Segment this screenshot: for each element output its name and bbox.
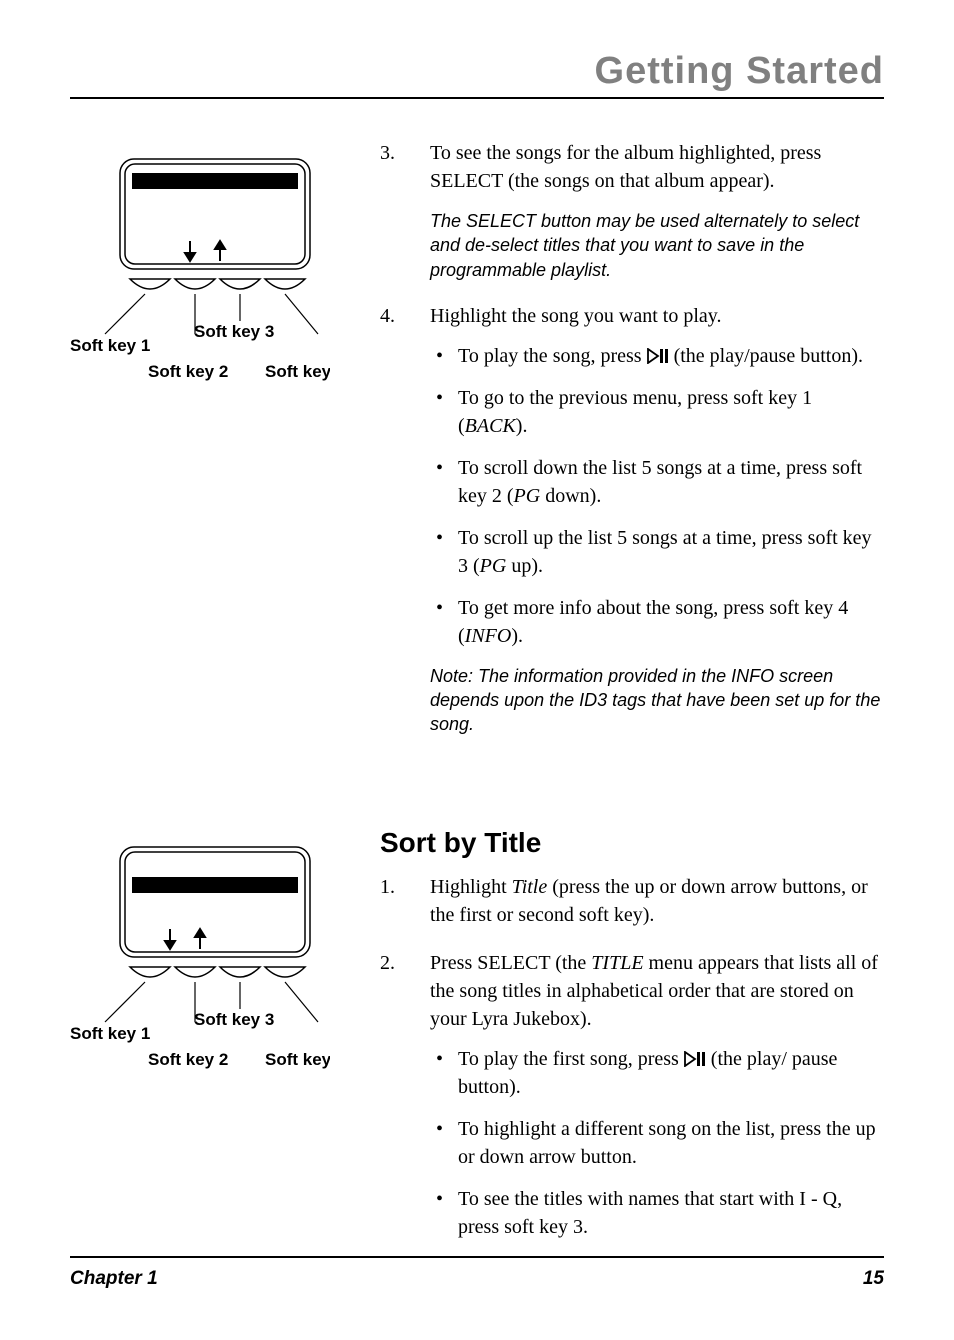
bullet-a1: To play the song, press (the play/pause … <box>430 342 884 370</box>
footer-rule <box>70 1256 884 1258</box>
stepb-1: Highlight Title (press the up or down ar… <box>380 873 884 929</box>
bullet-a5: To get more info about the song, press s… <box>430 594 884 650</box>
page-footer: Chapter 1 15 <box>70 1256 884 1290</box>
page-header: Getting Started <box>70 50 884 99</box>
diagram-a-col: Soft key 1 Soft key 2 Soft key 3 Soft ke… <box>70 139 350 757</box>
device-diagram-b: Soft key 1 Soft key 2 Soft key 3 Soft ke… <box>70 837 350 1077</box>
play-pause-icon <box>647 348 669 364</box>
sort-by-title-heading: Sort by Title <box>380 827 884 859</box>
section-a: Soft key 1 Soft key 2 Soft key 3 Soft ke… <box>70 139 884 757</box>
bullet-b2: To highlight a different song on the lis… <box>430 1115 884 1171</box>
softkey3-label-a: Soft key 3 <box>194 322 274 341</box>
softkey1-label-b: Soft key 1 <box>70 1024 150 1043</box>
diagram-b-col: Soft key 1 Soft key 2 Soft key 3 Soft ke… <box>70 827 350 1261</box>
softkey4-label-b: Soft key 4 <box>265 1050 330 1069</box>
header-rule <box>70 97 884 99</box>
softkey2-label-a: Soft key 2 <box>148 362 228 381</box>
footer-page: 15 <box>863 1268 884 1290</box>
stepb-2: Press SELECT (the TITLE menu appears tha… <box>380 949 884 1241</box>
softkey1-label-a: Soft key 1 <box>70 336 150 355</box>
section-b: Soft key 1 Soft key 2 Soft key 3 Soft ke… <box>70 827 884 1261</box>
text-col-a: To see the songs for the album highlight… <box>380 139 884 757</box>
step-3: To see the songs for the album highlight… <box>380 139 884 282</box>
bullet-b3: To see the titles with names that start … <box>430 1185 884 1241</box>
bullet-a4: To scroll up the list 5 songs at a time,… <box>430 524 884 580</box>
step4-note: Note: The information provided in the IN… <box>430 664 884 737</box>
softkey4-label-a: Soft key 4 <box>265 362 330 381</box>
step-4: Highlight the song you want to play. To … <box>380 302 884 737</box>
header-title: Getting Started <box>70 50 884 93</box>
step3-note: The SELECT button may be used alternatel… <box>430 209 884 282</box>
softkey3-label-b: Soft key 3 <box>194 1010 274 1029</box>
play-pause-icon <box>684 1051 706 1067</box>
text-col-b: Sort by Title Highlight Title (press the… <box>380 827 884 1261</box>
softkey2-label-b: Soft key 2 <box>148 1050 228 1069</box>
bullet-a3: To scroll down the list 5 songs at a tim… <box>430 454 884 510</box>
bullet-a2: To go to the previous menu, press soft k… <box>430 384 884 440</box>
device-diagram-a: Soft key 1 Soft key 2 Soft key 3 Soft ke… <box>70 149 350 389</box>
footer-chapter: Chapter 1 <box>70 1268 158 1290</box>
step4-text: Highlight the song you want to play. <box>430 305 721 327</box>
step3-text: To see the songs for the album highlight… <box>430 142 821 192</box>
bullet-b1: To play the first song, press (the play/… <box>430 1045 884 1101</box>
